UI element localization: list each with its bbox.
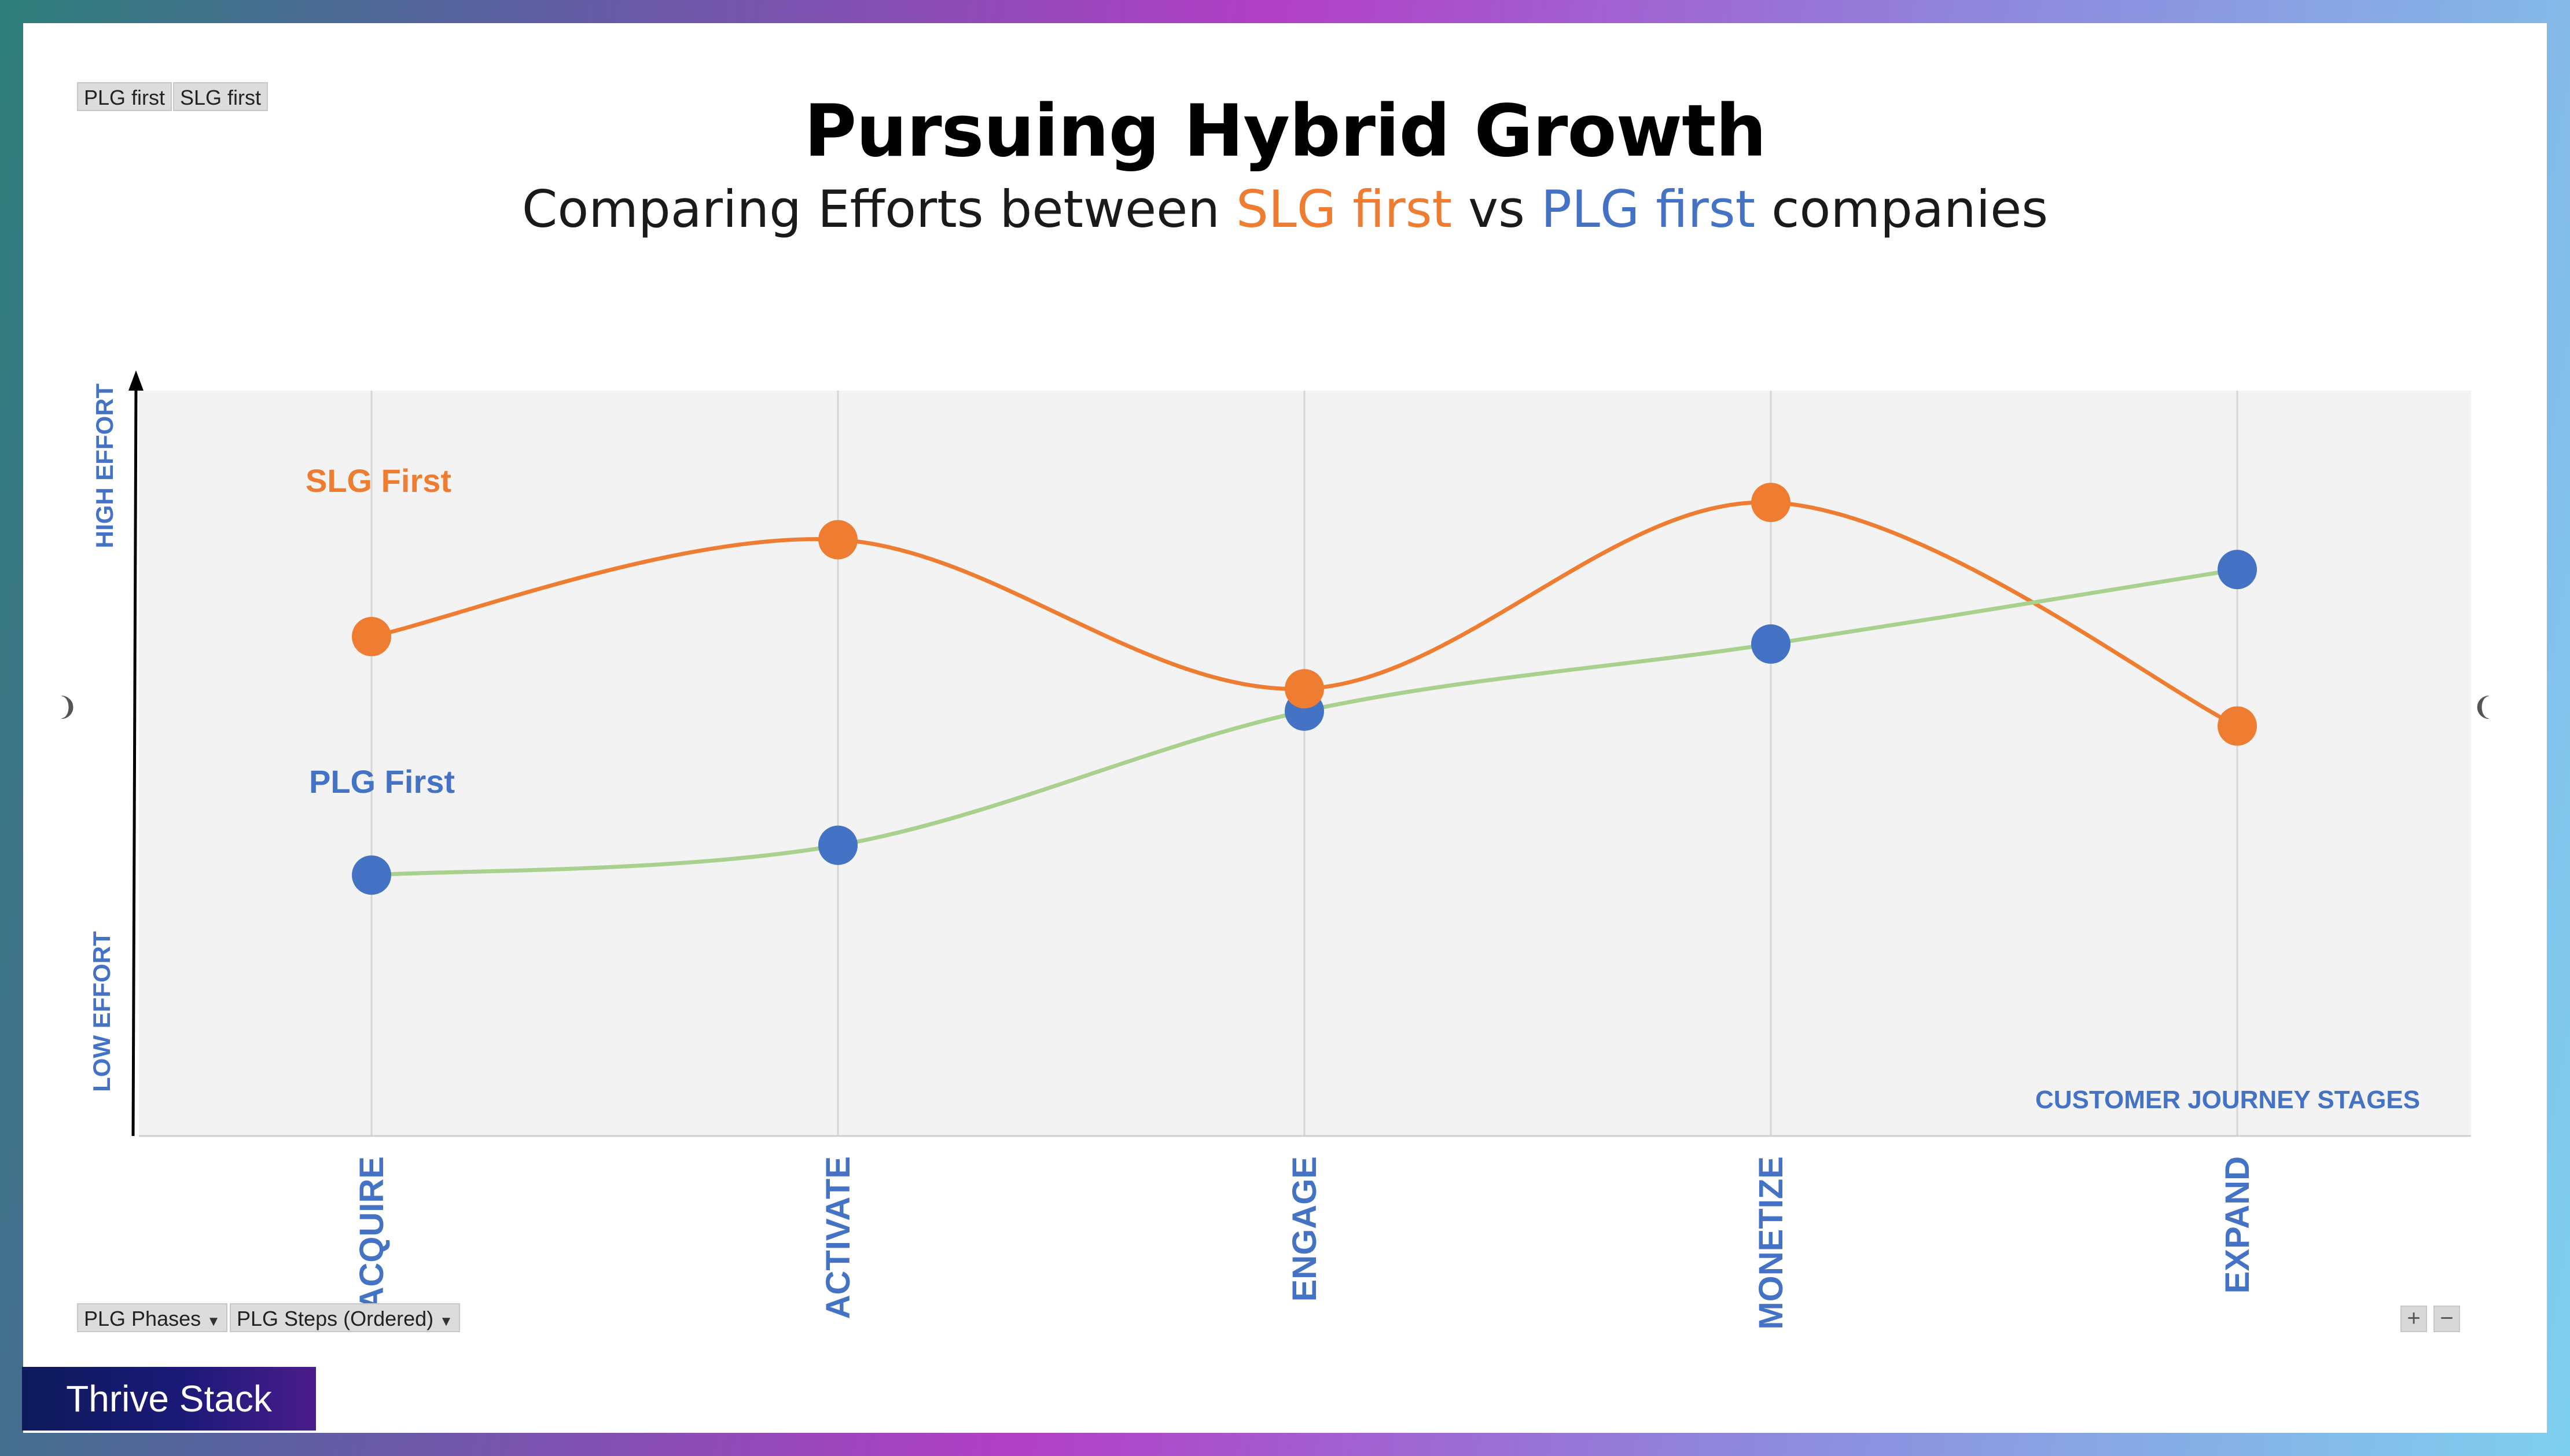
- zoom-in-button[interactable]: +: [2400, 1306, 2427, 1332]
- data-point-slg-first-activate[interactable]: [818, 520, 858, 560]
- data-point-plg-first-expand[interactable]: [2218, 550, 2257, 590]
- chevron-down-icon: ▼: [207, 1314, 220, 1329]
- x-tick-label-acquire: ACQUIRE: [353, 1156, 391, 1311]
- chevron-down-icon: ▼: [439, 1314, 453, 1329]
- left-resize-handle-icon[interactable]: ❩: [57, 693, 78, 721]
- subtitle-slg: SLG first: [1236, 179, 1453, 239]
- subtitle-prefix: Comparing Efforts between: [521, 179, 1237, 239]
- brand-logo: Thrive Stack: [22, 1367, 316, 1431]
- data-point-slg-first-engage[interactable]: [1285, 669, 1324, 709]
- subtitle-mid: vs: [1452, 179, 1541, 239]
- chart-subtitle: Comparing Efforts between SLG first vs P…: [0, 179, 2570, 239]
- y-axis-low-label: LOW EFFORT: [88, 931, 115, 1092]
- x-tick-label-engage: ENGAGE: [1286, 1156, 1323, 1301]
- x-tick-label-expand: EXPAND: [2219, 1156, 2256, 1293]
- subtitle-suffix: companies: [1755, 179, 2049, 239]
- data-point-plg-first-activate[interactable]: [818, 825, 858, 865]
- x-tick-labels: ACQUIRE ACTIVATE ENGAGE MONETIZE EXPAND: [353, 1156, 2256, 1330]
- data-point-slg-first-monetize[interactable]: [1751, 483, 1790, 523]
- data-point-plg-first-monetize[interactable]: [1751, 624, 1790, 664]
- series-label-plg: PLG First: [309, 763, 455, 800]
- filter-button-plg-first[interactable]: PLG first: [77, 82, 172, 111]
- x-tick-label-activate: ACTIVATE: [819, 1156, 857, 1319]
- series-markers: [352, 483, 2257, 895]
- y-axis-arrow-icon: [128, 370, 144, 391]
- filter-dropdown-plg-phases-label: PLG Phases: [84, 1307, 201, 1330]
- filter-dropdown-plg-phases[interactable]: PLG Phases ▼: [77, 1303, 227, 1332]
- data-point-plg-first-acquire[interactable]: [352, 855, 391, 895]
- y-axis-line: [131, 381, 138, 1137]
- data-point-slg-first-acquire[interactable]: [352, 617, 391, 657]
- filter-dropdown-plg-steps[interactable]: PLG Steps (Ordered) ▼: [230, 1303, 460, 1332]
- x-tick-label-monetize: MONETIZE: [1752, 1156, 1790, 1330]
- filter-dropdown-plg-steps-label: PLG Steps (Ordered): [237, 1307, 434, 1330]
- subtitle-plg: PLG first: [1540, 179, 1756, 239]
- x-axis-title: CUSTOMER JOURNEY STAGES: [2035, 1086, 2420, 1114]
- chart-title: Pursuing Hybrid Growth: [804, 90, 1766, 173]
- y-axis-high-label: HIGH EFFORT: [91, 383, 118, 548]
- right-resize-handle-icon[interactable]: ❨: [2472, 693, 2494, 721]
- series-label-slg: SLG First: [306, 462, 451, 499]
- zoom-out-button[interactable]: −: [2433, 1306, 2460, 1332]
- filter-button-slg-first[interactable]: SLG first: [173, 82, 269, 111]
- data-point-slg-first-expand[interactable]: [2218, 706, 2257, 746]
